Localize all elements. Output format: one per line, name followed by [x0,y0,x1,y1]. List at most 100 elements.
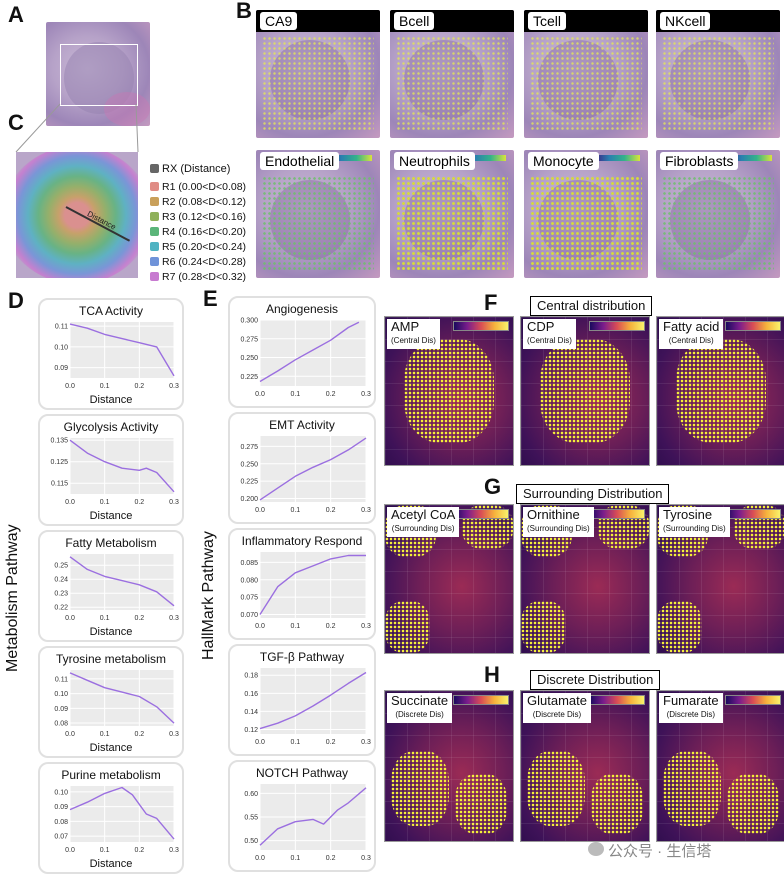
spot-overlay [262,176,374,272]
x-tick-label: 0.0 [65,499,75,506]
cell-map-title: Fibroblasts [660,152,739,170]
region-label: R6 (0.24<D<0.28) [162,256,247,268]
plot-panel [70,786,174,842]
distribution-type: (Central Dis) [391,336,436,345]
panel-label-b: B [236,0,252,23]
metabolite-label: Acetyl CoA (Surrounding Dis) [387,507,460,537]
metabolite-map-fatty-acid: Fatty acid (Central Dis) [656,316,784,466]
legend-swatch [150,164,159,173]
y-tick-label: 0.09 [54,706,68,713]
watermark-text: 公众号 · 生信塔 [608,843,712,860]
x-tick-label: 0.1 [290,507,300,514]
spot-overlay [396,176,508,272]
y-tick-label: 0.300 [240,318,258,325]
y-tick-label: 0.10 [54,789,68,796]
distribution-type: (Central Dis) [668,336,714,345]
region-legend-item: R5 (0.20<D<0.24) [150,240,246,254]
series-line [259,554,366,615]
region-legend-item: R4 (0.16<D<0.20) [150,225,246,239]
zoom-connector-lines [15,103,139,153]
y-tick-label: 0.16 [244,691,258,698]
intensity-colorbar [725,695,781,705]
y-tick-label: 0.125 [50,459,68,466]
distribution-type: (Discrete Dis) [666,710,716,719]
x-tick-label: 0.2 [326,391,336,398]
metabolite-name: Acetyl CoA [391,507,456,522]
region-swatch [150,197,159,206]
x-tick-label: 0.3 [169,731,179,738]
line-plot-panel-d-4: Purine metabolism 0.0 0.1 0.2 0.3 0.10 0.09 0.0… [38,762,184,874]
metabolite-map-tyrosine: Tyrosine (Surrounding Dis) [656,504,784,654]
spot-overlay [530,176,642,272]
plot-title: Purine metabolism [61,768,161,782]
metabolite-map-glutamate: Glutamate (Discrete Dis) [520,690,650,842]
y-tick-label: 0.09 [54,804,68,811]
line-plot-panel-e-1: EMT Activity 0.0 0.1 0.2 0.3 0.275 0.250 0.225 0… [228,412,376,524]
colorbar [726,155,772,161]
x-axis-label: Distance [89,626,133,638]
series-line [69,556,175,607]
y-tick-label: 0.200 [240,496,258,503]
line-plot-panel-d-3: Tyrosine metabolism 0.0 0.1 0.2 0.3 0.11 0.10 0… [38,646,184,758]
metabolite-map-amp: AMP (Central Dis) [384,316,514,466]
intensity-colorbar [589,321,645,331]
panel-c-region-map: Distance [16,152,138,278]
wechat-icon [588,842,604,856]
x-tick-label: 0.1 [290,623,300,630]
cell-map-title: Tcell [528,12,567,30]
region-legend-item: R3 (0.12<D<0.16) [150,210,246,224]
cell-map-monocyte: Monocyte [524,150,648,278]
x-tick-label: 0.3 [361,623,371,630]
region-swatch [150,272,159,281]
panel-label-e: E [203,286,218,311]
y-tick-label: 0.23 [54,591,68,598]
series-line [259,437,367,501]
y-tick-label: 0.250 [240,461,258,468]
region-label: R5 (0.20<D<0.24) [162,241,247,253]
plot-panel [70,438,174,494]
cell-map-ca9: CA9 [256,10,380,138]
plot-title: TGF-β Pathway [259,650,345,664]
plot-title: Fatty Metabolism [65,536,157,550]
region-legend-item: R7 (0.28<D<0.32) [150,270,246,284]
x-axis-label: Distance [89,742,133,754]
metabolite-name: Glutamate [527,693,587,708]
high-intensity-region [540,339,630,443]
x-tick-label: 0.0 [255,855,265,862]
line-plot-panel-e-0: Angiogenesis 0.0 0.1 0.2 0.3 0.300 0.275 0.250 0… [228,296,376,408]
cell-map-title: CA9 [260,12,298,30]
y-tick-label: 0.60 [244,791,258,798]
y-tick-label: 0.135 [50,438,68,445]
x-tick-label: 0.1 [290,391,300,398]
plot-svg: 0.0 0.1 0.2 0.3 0.11 0.10 0.09 [54,322,179,390]
x-tick-label: 0.2 [326,739,336,746]
metabolite-name: Succinate [391,693,449,708]
series-line [259,321,360,383]
metabolite-name: Ornithine [527,507,580,522]
y-tick-label: 0.07 [54,834,68,841]
metabolite-map-cdp: CDP (Central Dis) [520,316,650,466]
metabolite-name: Fatty acid [663,319,720,334]
x-tick-label: 0.2 [134,499,144,506]
metabolite-label: Succinate (Discrete Dis) [387,693,453,723]
region-label: R1 (0.00<D<0.08) [162,181,247,193]
high-intensity-region [391,751,449,826]
spot-overlay [530,36,642,132]
x-tick-label: 0.0 [255,391,265,398]
series-line [69,786,175,840]
y-tick-label: 0.250 [240,355,258,362]
metabolite-label: Ornithine (Surrounding Dis) [523,507,594,537]
x-tick-label: 0.2 [134,615,144,622]
line-plot-panel-d-2: Fatty Metabolism 0.0 0.1 0.2 0.3 0.25 0.24 0.23… [38,530,184,642]
x-tick-label: 0.0 [65,383,75,390]
plot-panel [260,320,366,386]
panel-a-tissue-image [46,22,150,126]
high-intensity-region [676,339,766,443]
x-tick-label: 0.0 [65,847,75,854]
metabolite-label: AMP (Central Dis) [387,319,440,349]
y-tick-label: 0.55 [244,815,258,822]
y-tick-label: 0.50 [244,838,258,845]
panel-label-h: H [484,662,500,687]
x-tick-label: 0.3 [169,383,179,390]
distribution-type: (Surrounding Dis) [391,524,455,533]
